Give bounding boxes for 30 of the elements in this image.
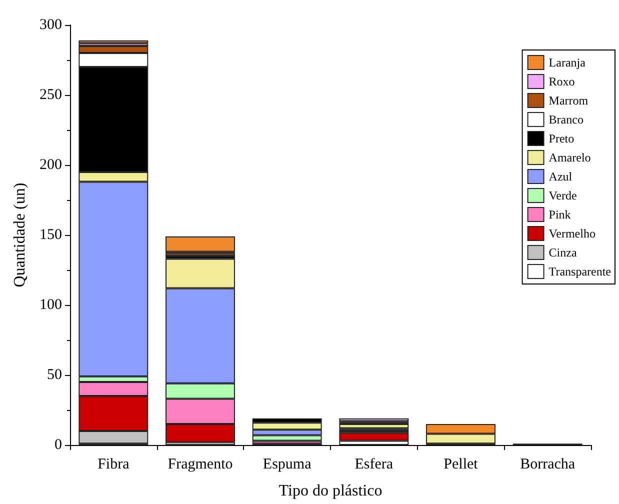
y-tick-label: 50: [47, 367, 62, 383]
legend-label: Verde: [548, 188, 577, 202]
bar: [339, 432, 409, 441]
x-tick-label: Espuma: [262, 456, 312, 472]
x-tick-label: Fragmento: [168, 456, 233, 472]
legend-label: Vermelho: [548, 226, 596, 240]
legend-label: Azul: [548, 170, 573, 184]
y-tick-label: 100: [40, 297, 62, 313]
x-tick-label: Borracha: [520, 456, 576, 472]
legend-label: Pink: [548, 208, 571, 222]
y-tick-label: 150: [40, 227, 62, 243]
legend-label: Roxo: [548, 74, 575, 88]
y-tick-label: 0: [54, 437, 62, 453]
x-tick-label: Fibra: [98, 456, 130, 472]
y-tick-label: 250: [40, 87, 62, 103]
y-axis-title: Quantidade (un): [12, 182, 28, 288]
legend-label: Marrom: [548, 94, 589, 108]
legend-label: Preto: [548, 132, 574, 146]
legend-label: Amarelo: [548, 150, 591, 164]
legend-label: Branco: [548, 112, 584, 126]
y-tick-label: 300: [40, 17, 62, 33]
legend-label: Laranja: [548, 56, 586, 70]
x-tick-label: Esfera: [354, 456, 394, 472]
x-tick-label: Pellet: [444, 456, 479, 472]
x-axis-title: Tipo do plástico: [278, 482, 382, 500]
bar: [339, 424, 409, 428]
bar: [166, 236, 235, 252]
legend-label: Transparente: [548, 264, 612, 278]
y-tick-label: 200: [40, 157, 62, 173]
legend-label: Cinza: [548, 246, 578, 260]
